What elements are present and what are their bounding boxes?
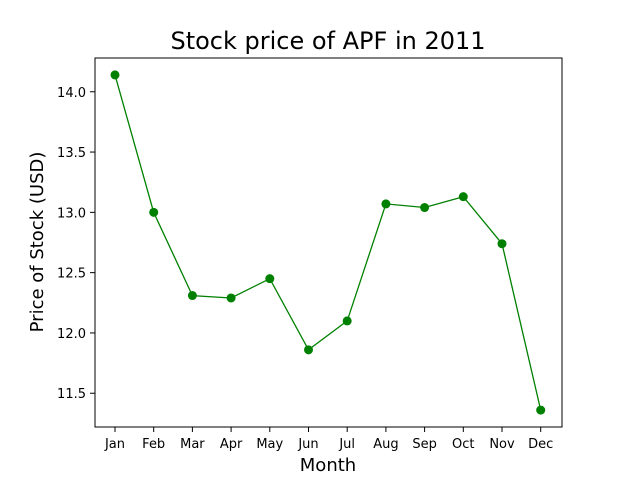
y-tick-label: 13.5 [57,146,86,161]
x-tick-label: Apr [220,437,243,452]
data-point-oct [458,192,468,202]
x-tick-label: Jan [104,437,125,452]
x-tick-label: Oct [452,437,474,452]
plot-frame [94,57,563,428]
y-axis-label: Price of Stock (USD) [27,152,48,333]
y-tick-label: 13.0 [57,206,86,221]
y-tick-label: 12.0 [57,327,86,342]
data-point-feb [149,207,159,217]
x-tick-label: Sep [412,437,437,452]
x-tick-label: Feb [142,437,165,452]
x-axis-label: Month [300,455,356,476]
series-line [114,74,542,411]
data-point-aug [381,199,391,209]
x-axis-ticks: Jan Feb Mar Apr May Jun Jul Aug Sep Oct Nov Dec [104,427,553,452]
plot-area: 11.5 12.0 12.5 13.0 13.5 14.0 Jan Feb Mar Apr May… [57,57,563,452]
data-point-nov [497,239,507,249]
x-tick-label: Jul [338,437,355,452]
series-markers [110,70,546,415]
x-tick-label: Dec [528,437,553,452]
y-tick-label: 14.0 [57,86,86,101]
data-point-dec [536,405,546,415]
data-point-mar [187,291,197,301]
data-point-may [265,274,275,284]
x-tick-label: Mar [180,437,205,452]
data-point-jul [342,316,352,326]
x-tick-label: Jun [297,437,318,452]
chart-title: Stock price of APF in 2011 [170,27,485,55]
data-point-apr [226,293,236,303]
y-tick-label: 12.5 [57,267,86,282]
data-point-jan [110,70,120,80]
data-point-jun [304,345,313,355]
data-point-sep [420,203,430,213]
x-tick-label: Nov [489,437,515,452]
y-axis-ticks: 11.5 12.0 12.5 13.0 13.5 14.0 [57,86,95,402]
x-tick-label: May [256,437,283,452]
y-tick-label: 11.5 [57,387,86,402]
x-tick-label: Aug [373,437,398,452]
